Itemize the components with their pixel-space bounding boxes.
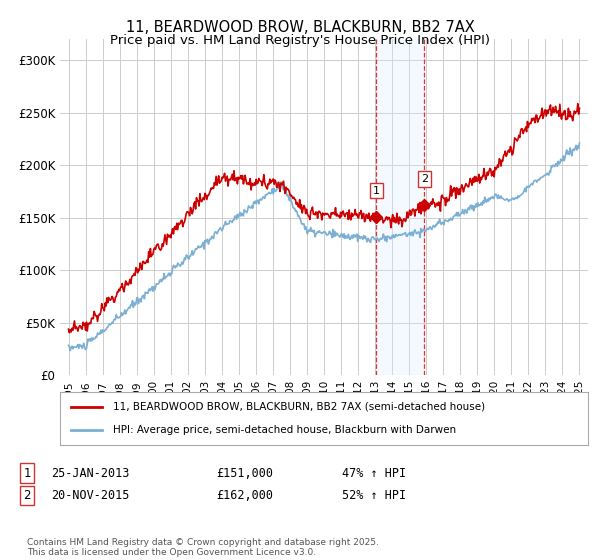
Text: 47% ↑ HPI: 47% ↑ HPI (342, 466, 406, 480)
Text: £151,000: £151,000 (216, 466, 273, 480)
Text: HPI: Average price, semi-detached house, Blackburn with Darwen: HPI: Average price, semi-detached house,… (113, 425, 456, 435)
Text: 2: 2 (421, 174, 428, 184)
Text: 20-NOV-2015: 20-NOV-2015 (51, 489, 130, 502)
Text: 1: 1 (23, 466, 31, 480)
Text: 2: 2 (23, 489, 31, 502)
Text: 11, BEARDWOOD BROW, BLACKBURN, BB2 7AX: 11, BEARDWOOD BROW, BLACKBURN, BB2 7AX (125, 20, 475, 35)
Text: Price paid vs. HM Land Registry's House Price Index (HPI): Price paid vs. HM Land Registry's House … (110, 34, 490, 46)
Text: 52% ↑ HPI: 52% ↑ HPI (342, 489, 406, 502)
Text: 1: 1 (373, 186, 380, 195)
Text: 25-JAN-2013: 25-JAN-2013 (51, 466, 130, 480)
Text: 11, BEARDWOOD BROW, BLACKBURN, BB2 7AX (semi-detached house): 11, BEARDWOOD BROW, BLACKBURN, BB2 7AX (… (113, 402, 485, 412)
Text: £162,000: £162,000 (216, 489, 273, 502)
Text: Contains HM Land Registry data © Crown copyright and database right 2025.
This d: Contains HM Land Registry data © Crown c… (27, 538, 379, 557)
Bar (376, 39, 424, 375)
